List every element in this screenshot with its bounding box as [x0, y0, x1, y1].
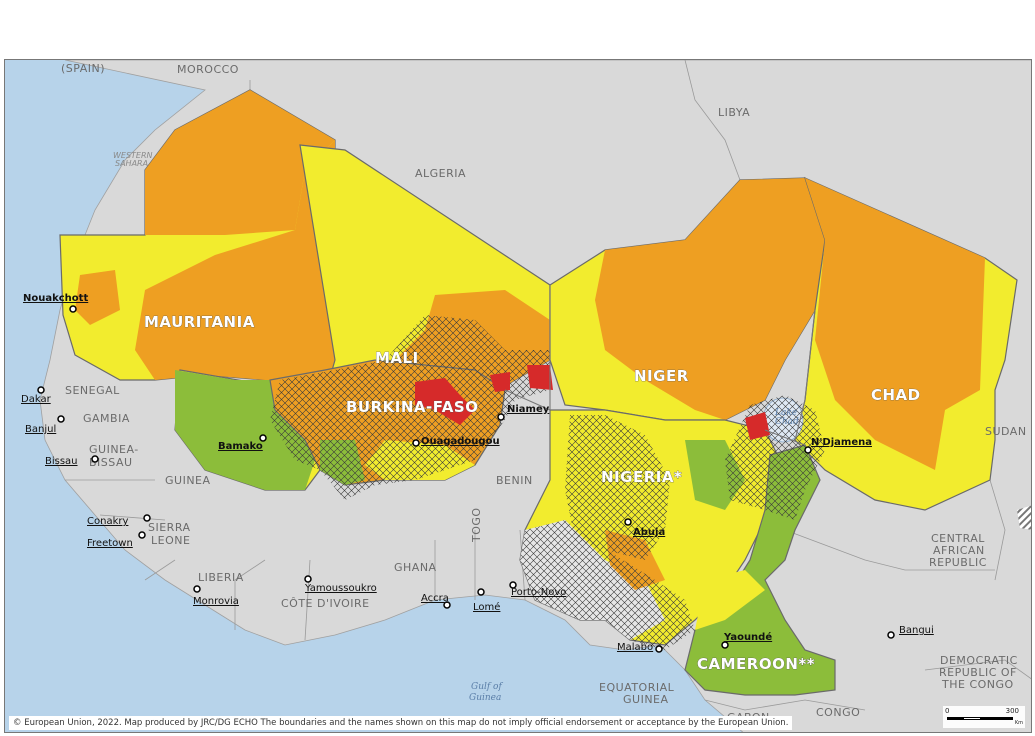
capital-monrovia: Monrovia — [193, 596, 239, 607]
label-chad: CHAD — [871, 386, 921, 404]
label-lake-chad-2: Chad — [775, 417, 799, 427]
hatched-nigeria-central — [565, 415, 670, 560]
label-togo: TOGO — [470, 507, 483, 543]
label-liberia: LIBERIA — [198, 571, 244, 584]
label-morocco: MOROCCO — [177, 63, 239, 76]
label-senegal: SENEGAL — [65, 384, 120, 397]
capital-markers — [37, 305, 895, 653]
capital-abuja: Abuja — [633, 527, 665, 538]
label-car-1: CENTRAL — [931, 532, 985, 545]
scale-unit: Km — [1014, 720, 1023, 726]
region-mauritania-orange-west — [75, 270, 120, 325]
region-mauritania-orange-north — [145, 90, 335, 235]
label-congo: CONGO — [816, 706, 860, 719]
label-ghana: GHANA — [394, 561, 437, 574]
label-benin: BENIN — [496, 474, 533, 487]
map-credit: © European Union, 2022. Map produced by … — [9, 716, 793, 730]
label-algeria: ALGERIA — [415, 167, 466, 180]
capital-banjul: Banjul — [25, 424, 56, 435]
stripe-sudan — [1017, 505, 1031, 530]
capital-bissau: Bissau — [45, 456, 78, 467]
label-gambia: GAMBIA — [83, 412, 130, 425]
label-libya: LIBYA — [718, 106, 750, 119]
capital-nouakchott: Nouakchott — [23, 293, 88, 304]
region-chad-orange — [805, 178, 985, 470]
capital-dakar: Dakar — [21, 394, 52, 405]
capital-malabo: Malabo — [617, 642, 653, 653]
capital-conakry: Conakry — [87, 516, 128, 527]
red-area-tillaberi-2 — [527, 365, 553, 390]
region-niger-orange — [595, 178, 825, 420]
capital-niamey: Niamey — [507, 404, 550, 415]
map-frame: MAURITANIA MALI NIGER CHAD BURKINA-FASO … — [4, 59, 1032, 733]
label-spain: (SPAIN) — [61, 62, 105, 75]
capital-bangui: Bangui — [899, 625, 934, 636]
label-burkina-faso: BURKINA-FASO — [346, 398, 478, 416]
scale-bar-graphic — [947, 717, 1013, 720]
label-cameroon: CAMEROON** — [697, 655, 815, 673]
capital-porto-novo: Porto-Novo — [511, 587, 566, 598]
region-mauritania-orange-south — [135, 140, 335, 395]
capital-freetown: Freetown — [87, 538, 133, 549]
hatched-central-sahel — [270, 315, 550, 500]
capital-yaounde: Yaoundé — [723, 631, 772, 643]
label-gulf-2: Guinea — [469, 693, 501, 703]
hatched-nigeria-south — [520, 520, 695, 650]
red-area-tillaberi-1 — [490, 372, 510, 392]
label-eq-guinea-1: EQUATORIAL — [599, 681, 675, 694]
capital-ndjamena: N'Djamena — [811, 437, 872, 448]
map-canvas[interactable]: MAURITANIA MALI NIGER CHAD BURKINA-FASO … — [5, 60, 1032, 733]
label-gulf-1: Gulf of — [471, 682, 503, 692]
label-mauritania: MAURITANIA — [144, 313, 255, 331]
label-sierra-leone-2: LEONE — [151, 534, 190, 547]
scale-start: 0 — [945, 707, 950, 715]
label-niger: NIGER — [634, 367, 689, 385]
label-car-3: REPUBLIC — [929, 556, 987, 569]
label-nigeria: NIGERIA* — [601, 468, 682, 486]
label-drc-1: DEMOCRATIC — [940, 654, 1018, 667]
capital-ouagadougou: Ouagadougou — [421, 436, 500, 447]
capital-bamako: Bamako — [218, 441, 263, 452]
label-drc-3: THE CONGO — [941, 678, 1014, 691]
capital-yamoussoukro: Yamoussoukro — [304, 583, 377, 594]
country-borders — [504, 285, 816, 446]
label-drc-2: REPUBLIC OF — [939, 666, 1017, 679]
label-guinea-bissau-2: BISSAU — [89, 456, 133, 469]
label-car-2: AFRICAN — [933, 544, 985, 557]
label-western-sahara-2: SAHARA — [115, 159, 148, 168]
label-mali: MALI — [375, 349, 419, 367]
red-area-lake-chad — [745, 412, 770, 440]
label-guinea: GUINEA — [165, 474, 211, 487]
label-western-sahara-1: WESTERN — [113, 151, 153, 160]
label-eq-guinea-2: GUINEA — [623, 693, 669, 706]
label-guinea-bissau-1: GUINEA- — [89, 443, 139, 456]
region-cameroon-yellow — [695, 570, 765, 630]
label-sierra-leone-1: SIERRA — [148, 521, 191, 534]
capital-lome: Lomé — [473, 601, 500, 613]
scale-end: 300 — [1005, 707, 1019, 715]
label-sudan: SUDAN — [985, 425, 1027, 438]
label-lake-chad-1: Lake — [774, 408, 797, 418]
scale-bar: 0 300 Km — [943, 706, 1025, 728]
label-cote-divoire: CÔTE D'IVOIRE — [281, 597, 370, 610]
red-area-burkina — [415, 378, 475, 425]
capital-accra: Accra — [421, 593, 449, 604]
